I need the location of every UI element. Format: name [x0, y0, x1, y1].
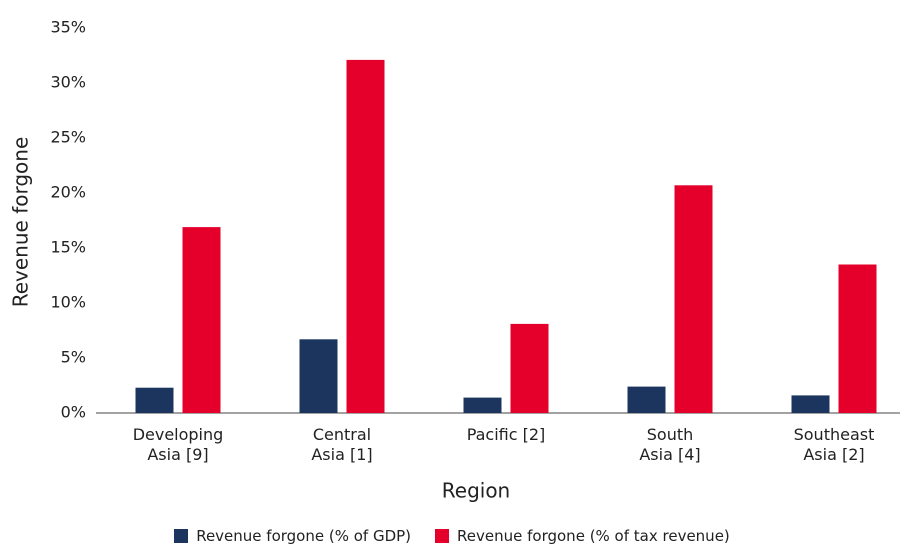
legend: Revenue forgone (% of GDP) Revenue forgon… [0, 527, 904, 547]
bar [791, 395, 830, 413]
y-tick-label: 20% [50, 183, 86, 202]
bar [510, 323, 549, 413]
x-tick-label: Pacific [2] [466, 425, 546, 444]
legend-swatch [435, 529, 450, 543]
bar [838, 264, 877, 413]
legend-item: Revenue forgone (% of GDP) [174, 527, 411, 545]
legend-label: Revenue forgone (% of GDP) [196, 527, 412, 545]
bar [299, 339, 338, 413]
y-tick-label: 5% [61, 348, 86, 367]
x-tick-label: South Asia [4] [639, 425, 701, 464]
y-axis-title: Revenue forgone [9, 137, 33, 308]
y-tick-label: 35% [50, 18, 86, 37]
y-tick-label: 30% [50, 73, 86, 92]
y-tick-label: 0% [61, 403, 86, 422]
legend-item: Revenue forgone (% of tax revenue) [435, 527, 730, 545]
legend-swatch [174, 529, 189, 543]
x-tick-label: Developing Asia [9] [132, 425, 224, 464]
bar [182, 227, 221, 413]
x-tick-label: Central Asia [1] [311, 425, 373, 464]
bar [627, 386, 666, 413]
bar [674, 185, 713, 413]
legend-label: Revenue forgone (% of tax revenue) [457, 527, 730, 545]
y-tick-label: 25% [50, 128, 86, 147]
bar [135, 387, 174, 413]
bar [463, 397, 502, 413]
y-tick-label: 15% [50, 238, 86, 257]
x-tick-label: Southeast Asia [2] [793, 425, 875, 464]
bar [346, 59, 385, 414]
x-axis-title: Region [442, 479, 510, 503]
y-tick-label: 10% [50, 293, 86, 312]
